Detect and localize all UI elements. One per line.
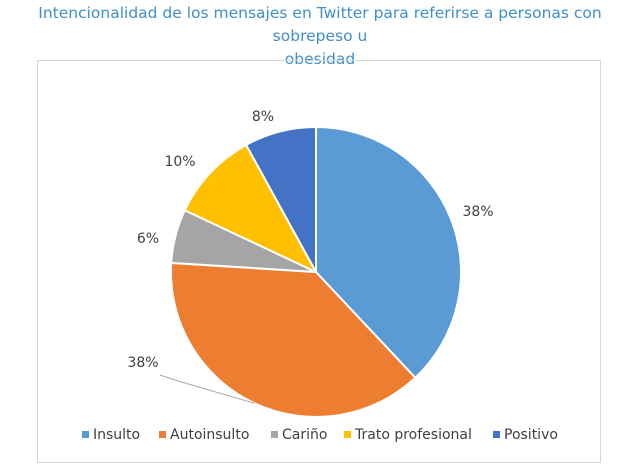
chart-title-line-1: Intencionalidad de los mensajes en Twitt…	[38, 4, 602, 45]
chart-frame	[37, 60, 601, 463]
data-label-carino: 6%	[137, 231, 159, 247]
legend-swatch-carino	[271, 431, 278, 438]
legend-swatch-positivo	[493, 431, 500, 438]
legend-swatch-autoinsulto	[159, 431, 166, 438]
pie-slice-positivo	[244, 125, 317, 273]
data-label-trato-profesional: 10%	[164, 154, 195, 170]
legend-item-trato-profesional: Trato profesional	[344, 427, 472, 443]
chart-title-line-2: obesidad	[284, 50, 356, 68]
legend-item-carino: Cariño	[271, 427, 327, 443]
pie-slice-trato-profesional	[183, 143, 319, 275]
leader-line-autoinsulto	[159, 374, 255, 404]
legend-label-carino: Cariño	[282, 427, 327, 443]
pie-slice-insulto	[315, 125, 462, 380]
data-label-autoinsulto: 38%	[127, 355, 158, 371]
data-label-positivo: 8%	[252, 109, 274, 125]
legend-label-positivo: Positivo	[504, 427, 558, 443]
legend-label-autoinsulto: Autoinsulto	[170, 427, 249, 443]
data-label-insulto: 38%	[462, 204, 493, 220]
legend-item-positivo: Positivo	[493, 427, 558, 443]
legend-swatch-insulto	[82, 431, 89, 438]
chart-title: Intencionalidad de los mensajes en Twitt…	[0, 2, 640, 71]
legend-label-trato-profesional: Trato profesional	[354, 427, 472, 443]
legend-item-autoinsulto: Autoinsulto	[159, 427, 249, 443]
legend-swatch-trato-profesional	[344, 431, 351, 438]
legend-label-insulto: Insulto	[93, 427, 140, 443]
legend-item-insulto: Insulto	[82, 427, 140, 443]
